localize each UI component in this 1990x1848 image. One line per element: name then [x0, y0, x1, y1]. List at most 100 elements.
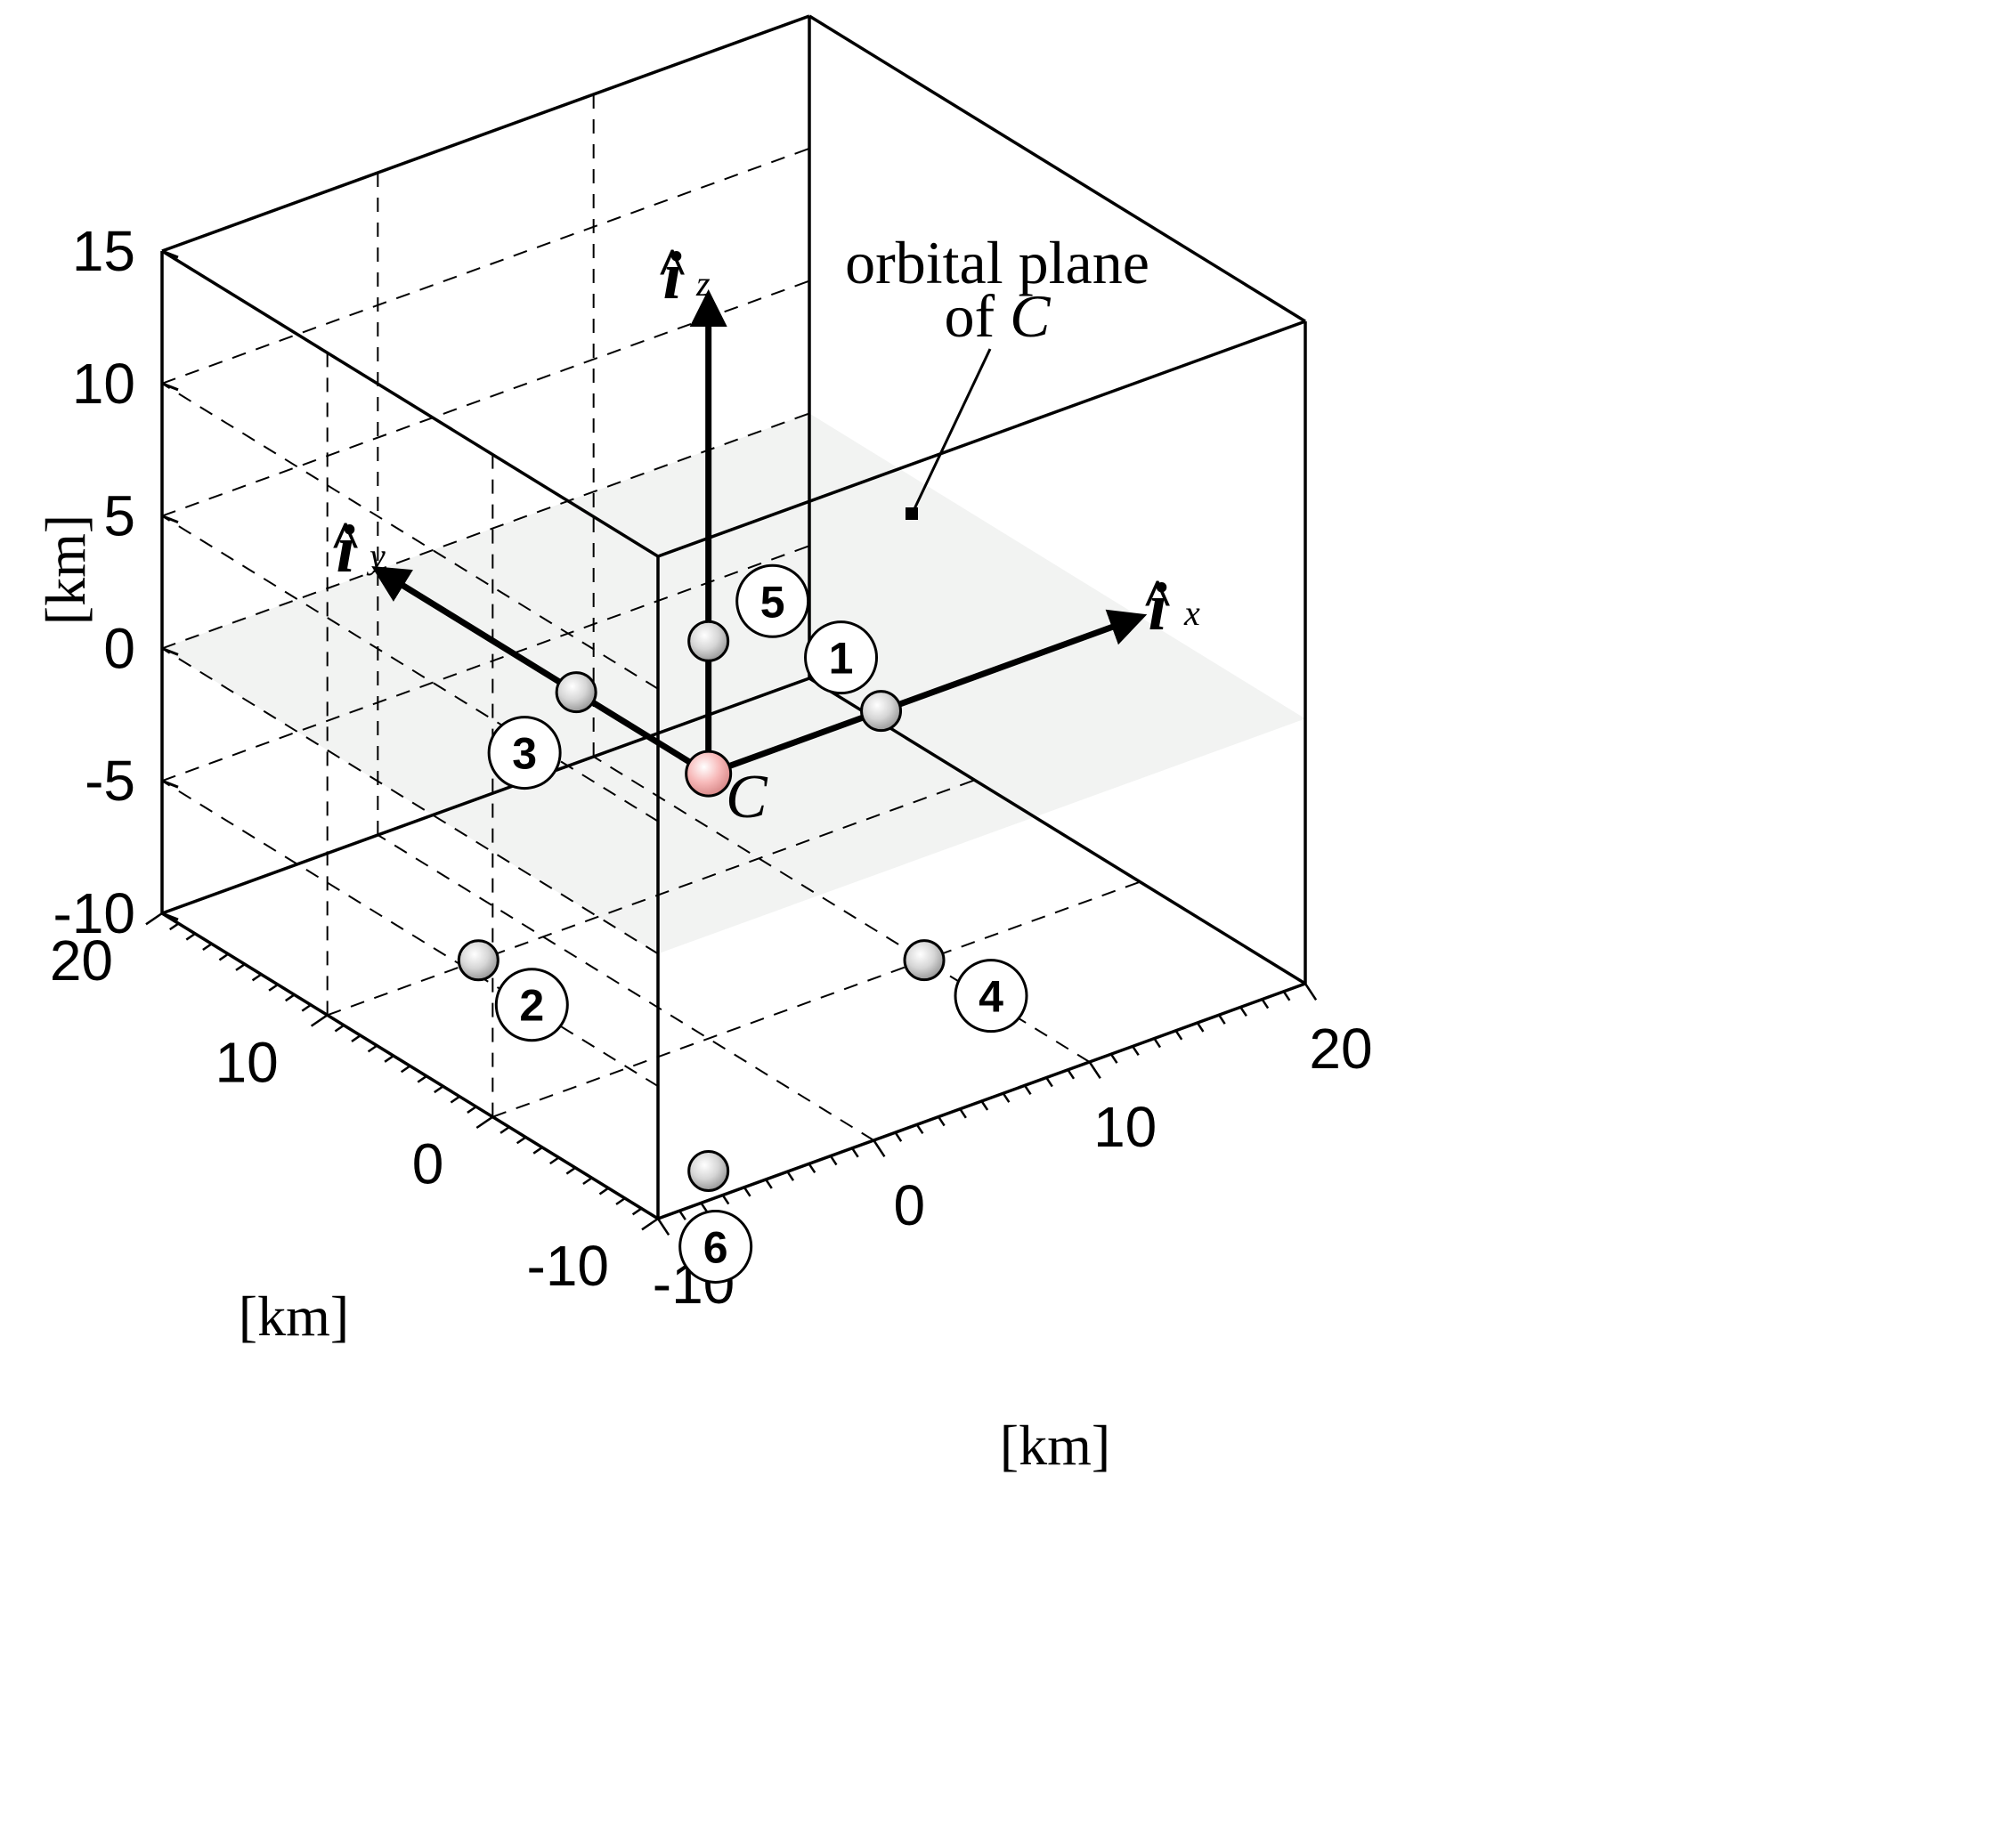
- x-tick: [1002, 1092, 1011, 1103]
- x-tick: [1132, 1045, 1140, 1057]
- x-tick: [1196, 1022, 1205, 1033]
- x-tick: [915, 1123, 924, 1135]
- grid-line: [161, 545, 810, 782]
- iy-vector: [371, 565, 711, 777]
- z-tick-label: 0: [103, 616, 135, 680]
- x-tick: [700, 1202, 709, 1213]
- y-tick: [615, 1197, 626, 1205]
- point-label-circle: [804, 620, 879, 695]
- grid-lines: [161, 94, 1141, 1141]
- x-tick: [808, 1163, 816, 1174]
- z-tick-label: -5: [85, 749, 135, 813]
- y-tick: [516, 1136, 527, 1145]
- origin-label: C: [726, 763, 768, 831]
- point-marker: [687, 1149, 730, 1192]
- x-tick: [743, 1187, 751, 1197]
- svg-text:^: ^: [330, 511, 361, 570]
- ix-vector: [707, 609, 1148, 777]
- y-tick: [334, 1024, 345, 1033]
- y-tick-label: 10: [215, 1030, 278, 1094]
- iy-label: ^ i y: [330, 511, 386, 587]
- x-tick: [1045, 1076, 1053, 1088]
- y-tick-label: -10: [527, 1234, 610, 1298]
- y-tick: [310, 1014, 329, 1027]
- point-marker: [457, 939, 500, 982]
- x-tick: [1023, 1084, 1032, 1096]
- unit-vectors: [371, 288, 1148, 777]
- y-tick: [549, 1156, 560, 1165]
- y-axis-label: [km]: [239, 1285, 349, 1348]
- y-tick-label: 20: [50, 928, 113, 993]
- grid-line: [593, 756, 1091, 1063]
- y-tick: [400, 1065, 411, 1074]
- x-tick: [1067, 1069, 1076, 1080]
- box-edge: [657, 320, 1306, 558]
- x-tick-label: 0: [894, 1173, 926, 1237]
- y-tick: [202, 943, 213, 952]
- x-tick: [1282, 991, 1291, 1001]
- y-tick: [631, 1207, 643, 1216]
- svg-text:^: ^: [1142, 569, 1174, 628]
- point-label-circle: [954, 959, 1028, 1033]
- z-tick-label: 15: [72, 219, 135, 283]
- point-label-circle: [494, 968, 569, 1042]
- z-tick: [161, 249, 179, 259]
- point-label: 5: [760, 577, 785, 627]
- y-tick: [582, 1177, 593, 1186]
- orbital-plane: [162, 413, 1305, 954]
- point-label: 2: [519, 981, 544, 1031]
- x-tick: [1174, 1030, 1183, 1041]
- x-tick-label: 20: [1309, 1017, 1372, 1081]
- x-axis-label: [km]: [1000, 1414, 1110, 1477]
- svg-text:y: y: [366, 536, 386, 576]
- y-tick: [500, 1126, 510, 1134]
- point-label: 4: [979, 972, 1003, 1022]
- grid-line: [161, 780, 659, 1088]
- x-tick: [959, 1108, 967, 1119]
- z-tick-label: -10: [53, 881, 136, 945]
- z-tick: [161, 912, 179, 921]
- y-tick-label: 0: [412, 1132, 444, 1196]
- y-tick: [384, 1055, 394, 1063]
- x-tick-label: 10: [1093, 1095, 1157, 1159]
- x-tick: [765, 1179, 773, 1189]
- point-marker: [687, 620, 730, 662]
- y-tick: [251, 973, 263, 982]
- origin-marker: [685, 750, 733, 798]
- x-tick: [721, 1194, 730, 1205]
- x-tick: [656, 1218, 670, 1236]
- x-tick: [1239, 1006, 1247, 1017]
- y-tick: [450, 1095, 460, 1104]
- x-tick: [786, 1171, 795, 1181]
- point-label-circle: [487, 716, 562, 790]
- y-tick: [301, 1003, 312, 1012]
- x-tick: [1109, 1053, 1118, 1064]
- point-marker: [555, 671, 597, 714]
- point-label: 6: [703, 1222, 728, 1272]
- y-tick: [434, 1085, 444, 1094]
- y-tick: [185, 932, 196, 941]
- x-tick: [678, 1210, 686, 1220]
- point-label: 3: [512, 729, 537, 779]
- y-tick: [169, 922, 180, 931]
- x-tick: [1088, 1061, 1101, 1079]
- point-label: 1: [829, 634, 854, 684]
- x-tick: [894, 1131, 903, 1142]
- svg-text:i: i: [336, 512, 354, 587]
- y-tick: [367, 1044, 378, 1053]
- y-tick: [532, 1146, 543, 1155]
- x-tick: [1261, 998, 1270, 1009]
- box-edge: [161, 14, 810, 253]
- svg-text:i: i: [1148, 570, 1166, 644]
- iz-label: ^ i z: [657, 238, 711, 313]
- x-tick: [980, 1100, 989, 1111]
- x-tick: [1153, 1037, 1162, 1049]
- box-edge: [161, 677, 810, 915]
- point-label-circle: [735, 563, 810, 638]
- y-tick: [218, 952, 229, 961]
- y-tick: [467, 1106, 477, 1114]
- x-tick: [1218, 1014, 1226, 1025]
- x-tick: [937, 1115, 946, 1127]
- z-tick-label: 10: [72, 352, 135, 416]
- y-tick: [475, 1115, 494, 1130]
